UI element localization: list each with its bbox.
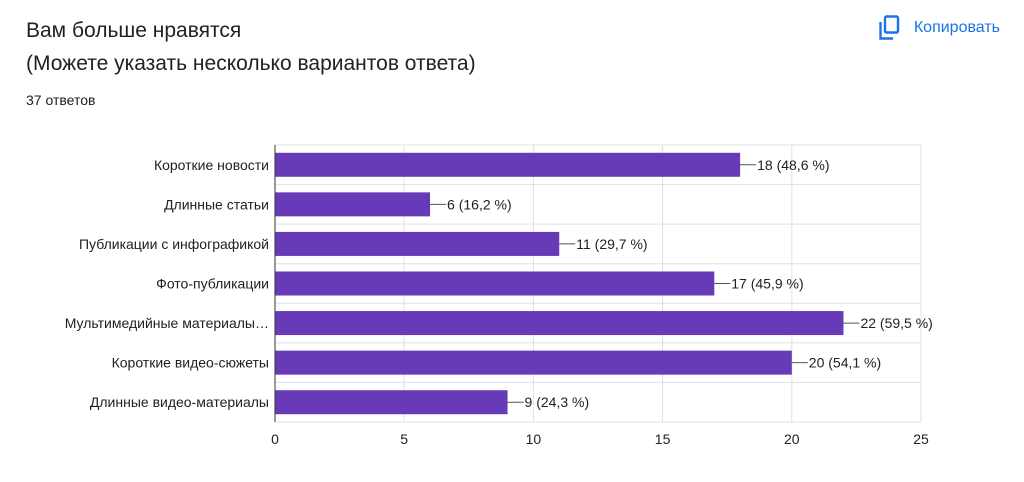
bar xyxy=(275,311,844,336)
bar xyxy=(275,192,431,217)
category-label: Мультимедийные материалы… xyxy=(65,315,269,331)
response-count: 37 ответов xyxy=(26,92,96,108)
bar xyxy=(275,350,792,375)
data-label: 9 (24,3 %) xyxy=(525,394,590,410)
category-label: Длинные статьи xyxy=(164,196,269,212)
bar xyxy=(275,152,741,177)
x-tick-label: 5 xyxy=(400,431,408,447)
data-label: 22 (59,5 %) xyxy=(860,315,932,331)
x-tick-label: 10 xyxy=(526,431,542,447)
copy-icon xyxy=(878,15,900,41)
category-label: Короткие видео-сюжеты xyxy=(112,355,269,371)
category-label: Короткие новости xyxy=(154,157,269,173)
question-title-line-1: Вам больше нравятся xyxy=(26,19,242,42)
data-label: 20 (54,1 %) xyxy=(809,355,881,371)
x-tick-label: 25 xyxy=(913,431,929,447)
copy-label: Копировать xyxy=(913,19,1000,36)
bar xyxy=(275,231,560,256)
data-label: 11 (29,7 %) xyxy=(576,236,647,252)
data-label: 17 (45,9 %) xyxy=(731,276,803,292)
bar xyxy=(275,390,508,415)
question-title-line-2: (Можете указать несколько вариантов отве… xyxy=(26,52,476,75)
question-title: Вам больше нравятся (Можете указать неск… xyxy=(26,14,476,80)
bar xyxy=(275,271,715,296)
copy-button[interactable]: Копировать xyxy=(878,12,1000,44)
category-label: Фото-публикации xyxy=(156,276,269,292)
category-label: Длинные видео-материалы xyxy=(90,394,269,410)
category-label: Публикации с инфографикой xyxy=(79,236,269,252)
data-label: 18 (48,6 %) xyxy=(757,157,829,173)
data-label: 6 (16,2 %) xyxy=(447,196,512,212)
x-tick-label: 0 xyxy=(271,431,279,447)
x-tick-label: 15 xyxy=(655,431,671,447)
x-tick-label: 20 xyxy=(784,431,800,447)
